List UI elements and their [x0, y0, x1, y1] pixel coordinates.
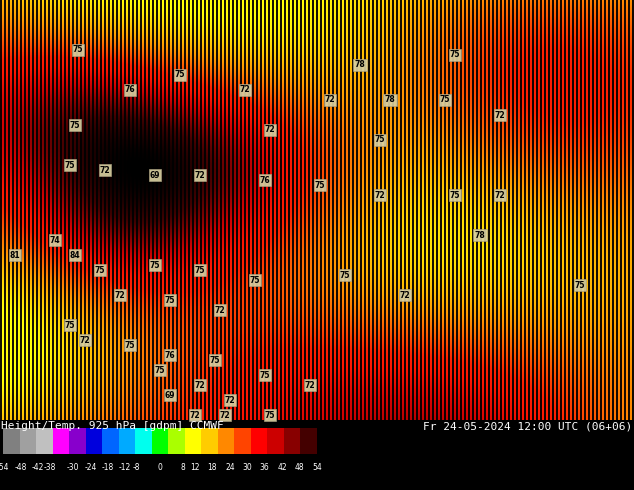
- Text: 72: 72: [195, 381, 205, 390]
- Text: 72: 72: [264, 125, 275, 134]
- Bar: [69, 428, 86, 454]
- Bar: [53, 428, 69, 454]
- Text: 30: 30: [242, 464, 252, 472]
- Text: 48: 48: [295, 464, 304, 472]
- Bar: [251, 428, 268, 454]
- Text: 75: 75: [260, 370, 270, 379]
- Text: 72: 72: [215, 305, 225, 315]
- Text: 78: 78: [354, 60, 365, 70]
- Text: 12: 12: [190, 464, 200, 472]
- Bar: [202, 428, 218, 454]
- Text: 75: 75: [195, 266, 205, 274]
- Text: 42: 42: [277, 464, 287, 472]
- Bar: [218, 428, 235, 454]
- Bar: [235, 428, 251, 454]
- Bar: [86, 428, 102, 454]
- Text: 75: 75: [125, 341, 135, 349]
- Bar: [3, 428, 20, 454]
- Text: 75: 75: [575, 280, 585, 290]
- Text: 75: 75: [165, 295, 175, 304]
- Bar: [169, 428, 185, 454]
- Text: 75: 75: [150, 261, 160, 270]
- Text: 76: 76: [165, 350, 176, 360]
- Text: 8: 8: [181, 464, 186, 472]
- Text: 72: 72: [399, 291, 410, 299]
- Text: 54: 54: [312, 464, 322, 472]
- Text: -48: -48: [15, 464, 27, 472]
- Text: 72: 72: [495, 191, 505, 199]
- Text: 0: 0: [158, 464, 162, 472]
- Text: Height/Temp. 925 hPa [gdpm] CCMWF: Height/Temp. 925 hPa [gdpm] CCMWF: [1, 421, 224, 431]
- Text: 75: 75: [450, 50, 460, 59]
- Text: Fr 24-05-2024 12:00 UTC (06+06): Fr 24-05-2024 12:00 UTC (06+06): [424, 421, 633, 431]
- Text: 75: 75: [340, 270, 350, 279]
- Text: 78: 78: [475, 230, 486, 240]
- Text: 72: 72: [220, 411, 230, 419]
- Text: 75: 75: [155, 366, 165, 374]
- Text: 72: 72: [325, 96, 335, 104]
- Text: -54: -54: [0, 464, 10, 472]
- Text: 75: 75: [94, 266, 105, 274]
- Text: -12: -12: [119, 464, 131, 472]
- Text: -8: -8: [133, 464, 141, 472]
- Text: 72: 72: [495, 111, 505, 120]
- Text: 36: 36: [260, 464, 269, 472]
- Text: -38: -38: [44, 464, 56, 472]
- Text: -18: -18: [101, 464, 114, 472]
- Text: 24: 24: [225, 464, 235, 472]
- Text: 72: 72: [240, 85, 250, 95]
- Bar: [20, 428, 36, 454]
- Bar: [102, 428, 119, 454]
- Bar: [301, 428, 317, 454]
- Text: 75: 75: [73, 46, 83, 54]
- Bar: [135, 428, 152, 454]
- Bar: [119, 428, 135, 454]
- Text: 72: 72: [375, 191, 385, 199]
- Text: -42: -42: [32, 464, 44, 472]
- Text: 69: 69: [165, 391, 175, 399]
- Bar: [284, 428, 301, 454]
- Text: 78: 78: [385, 96, 396, 104]
- Text: 75: 75: [175, 71, 185, 79]
- Text: -24: -24: [84, 464, 96, 472]
- Text: 72: 72: [80, 336, 90, 344]
- Text: 84: 84: [70, 250, 81, 260]
- Bar: [36, 428, 53, 454]
- Text: 75: 75: [210, 356, 220, 365]
- Text: 75: 75: [450, 191, 460, 199]
- Text: 75: 75: [65, 320, 75, 329]
- Text: 76: 76: [260, 175, 270, 185]
- Text: 72: 72: [115, 291, 126, 299]
- Text: 74: 74: [49, 236, 60, 245]
- Bar: [268, 428, 284, 454]
- Text: 75: 75: [440, 96, 450, 104]
- Text: 18: 18: [208, 464, 217, 472]
- Text: 72: 72: [195, 171, 205, 179]
- Text: 81: 81: [10, 250, 20, 260]
- Text: 76: 76: [125, 85, 135, 95]
- Text: 72: 72: [100, 166, 110, 174]
- Text: 75: 75: [65, 161, 75, 170]
- Text: 75: 75: [265, 411, 275, 419]
- Text: -30: -30: [67, 464, 79, 472]
- Text: 72: 72: [305, 381, 315, 390]
- Text: 75: 75: [250, 275, 260, 285]
- Bar: [185, 428, 202, 454]
- Text: 75: 75: [375, 136, 385, 145]
- Text: 72: 72: [190, 411, 200, 419]
- Text: 72: 72: [224, 395, 235, 405]
- Text: 69: 69: [150, 171, 160, 179]
- Text: 75: 75: [314, 180, 325, 190]
- Text: 75: 75: [70, 121, 81, 129]
- Bar: [152, 428, 169, 454]
